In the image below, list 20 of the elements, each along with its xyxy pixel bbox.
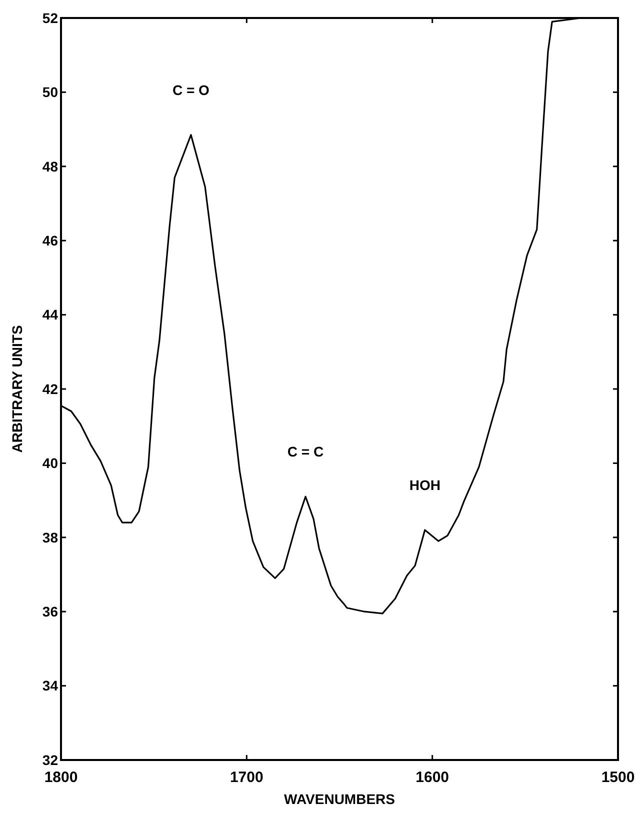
annotation: HOH	[409, 476, 440, 493]
x-tick-label: 1700	[230, 769, 264, 786]
y-tick-label: 40	[42, 455, 58, 472]
y-tick-label: 52	[42, 10, 58, 26]
y-tick-label: 42	[42, 380, 58, 397]
x-tick-label: 1500	[601, 769, 635, 786]
y-tick-label: 32	[42, 752, 58, 768]
x-axis-title: WAVENUMBERS	[284, 791, 395, 807]
y-tick-label: 36	[42, 604, 58, 620]
annotation: C = O	[172, 82, 210, 98]
y-tick-label: 50	[42, 84, 58, 100]
x-tick-label: 1600	[416, 769, 450, 786]
y-tick-label: 44	[42, 306, 58, 323]
y-axis-title: ARBITRARY UNITS	[9, 325, 25, 453]
y-tick-label: 46	[42, 232, 58, 248]
annotation: C = C	[287, 444, 324, 460]
y-tick-label: 48	[42, 158, 58, 174]
y-tick-label: 34	[42, 678, 58, 694]
y-tick-label: 38	[42, 529, 58, 546]
x-tick-label: 1800	[44, 769, 78, 786]
